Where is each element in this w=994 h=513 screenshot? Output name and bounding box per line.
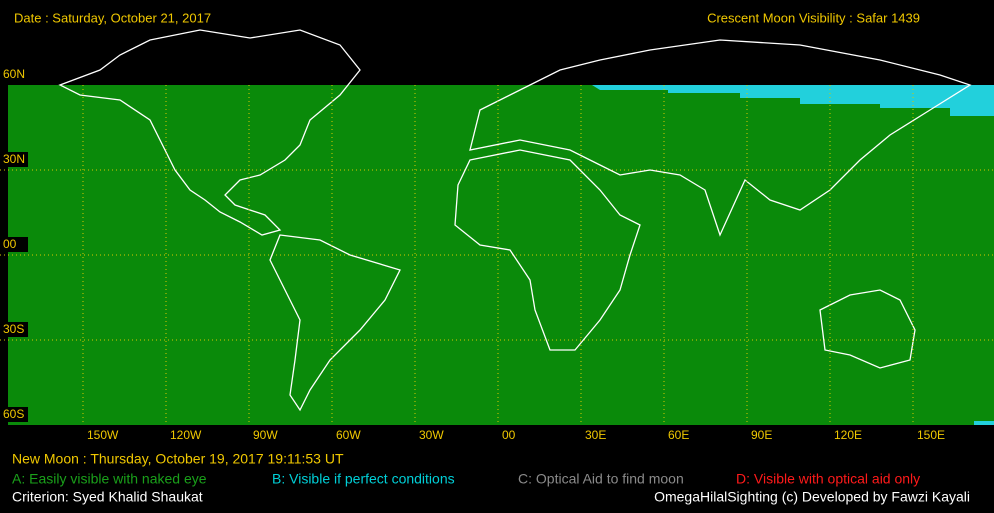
legend-entry: C: Optical Aid to find moon — [518, 471, 684, 487]
visibility-zone-b-south — [974, 421, 994, 425]
lon-label: 120W — [170, 428, 202, 442]
legend-entry: A: Easily visible with naked eye — [12, 471, 207, 487]
lon-label: 120E — [834, 428, 862, 442]
lat-label-bg — [0, 237, 28, 252]
credit: OmegaHilalSighting (c) Developed by Fawz… — [654, 489, 970, 505]
south-america — [269, 234, 401, 412]
visibility-zone-a — [8, 85, 994, 425]
legend-entry: B: Visible if perfect conditions — [272, 471, 455, 487]
lon-label: 90E — [751, 428, 772, 442]
legend-entry: D: Visible with optical aid only — [736, 471, 920, 487]
lat-label-bg — [0, 407, 28, 422]
lat-label-bg — [0, 322, 28, 337]
map-title: Crescent Moon Visibility : Safar 1439 — [707, 10, 920, 25]
lat-label-bg — [0, 67, 28, 82]
new-moon: New Moon : Thursday, October 19, 2017 19… — [12, 451, 344, 467]
lon-label: 30E — [585, 428, 606, 442]
visibility-zone-b — [592, 85, 994, 116]
date: Date : Saturday, October 21, 2017 — [14, 10, 211, 25]
coastlines — [58, 29, 972, 412]
graticule — [0, 169, 994, 341]
lat-label-bg — [0, 152, 28, 167]
lon-label: 150W — [87, 428, 119, 442]
eurasia — [469, 39, 972, 237]
lat-label: 00 — [3, 237, 17, 251]
africa — [454, 149, 641, 351]
lat-label: 60N — [3, 67, 25, 81]
north-america — [58, 29, 361, 236]
lon-label: 60W — [336, 428, 361, 442]
criterion: Criterion: Syed Khalid Shaukat — [12, 489, 203, 505]
lon-label: 00 — [502, 428, 516, 442]
lat-label: 30N — [3, 152, 25, 166]
lon-label: 150E — [917, 428, 945, 442]
lon-label: 60E — [668, 428, 689, 442]
lon-label: 30W — [419, 428, 444, 442]
lon-label: 90W — [253, 428, 278, 442]
lat-label: 30S — [3, 322, 24, 336]
lat-label: 60S — [3, 407, 24, 421]
